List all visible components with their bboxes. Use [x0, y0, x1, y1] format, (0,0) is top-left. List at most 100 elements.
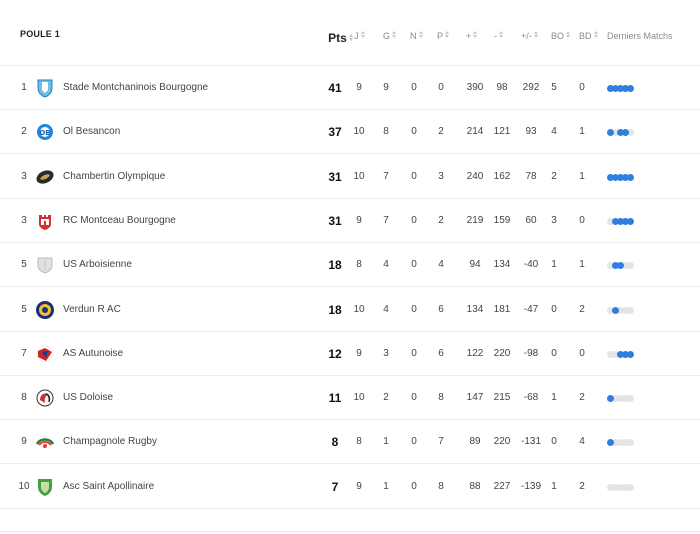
table-row[interactable]: 8 US Doloise 11 10 2 0 8 147 215 -68 1 2: [0, 376, 700, 421]
result-win-dot: [612, 173, 619, 181]
table-row[interactable]: 10 Asc Saint Apollinaire 7 9 1 0 8 88 227 -139 1 2: [0, 465, 700, 509]
played: 9: [356, 347, 362, 359]
points-diff: -139: [520, 480, 541, 492]
rank: 10: [18, 480, 30, 492]
table-row[interactable]: 7 AS Autunoise 12 9 3 0 6 122 220 -98 0 0: [0, 332, 700, 376]
points: 18: [328, 258, 342, 273]
result-other-dot: [607, 262, 614, 270]
points: 7: [331, 479, 339, 494]
team-name[interactable]: AS Autunoise: [63, 347, 124, 359]
team-name[interactable]: US Doloise: [63, 392, 114, 404]
result-other-dot: [612, 439, 619, 447]
table-row[interactable]: 1 Stade Montchaninois Bourgogne 41 9 9 0 0 390 9…: [0, 66, 700, 110]
header-bd[interactable]: BD: [579, 31, 599, 41]
points-against: 98: [496, 82, 508, 93]
sort-icon: [361, 31, 366, 38]
table-row[interactable]: 5 US Arboisienne 18 8 4 0 4 94 134 -40 1 1: [0, 243, 700, 288]
played: 8: [356, 436, 362, 448]
result-win-dot: [607, 439, 614, 447]
team-name[interactable]: Ol Besancon: [63, 126, 121, 138]
table-row[interactable]: 3 Chambertin Olympique 31 10 7 0 3 240 162 78 2 1: [0, 155, 700, 199]
header-pts[interactable]: Pts: [328, 31, 354, 45]
rank: 5: [21, 303, 27, 315]
points-for: 219: [466, 214, 484, 226]
team-name[interactable]: Verdun R AC: [63, 303, 121, 315]
rank: 1: [21, 82, 27, 93]
rank: 2: [21, 126, 27, 138]
points-diff: 60: [525, 214, 537, 226]
lost: 4: [438, 259, 444, 271]
team-name[interactable]: Chambertin Olympique: [63, 170, 166, 182]
result-win-dot: [607, 395, 614, 403]
played: 9: [356, 82, 362, 93]
header-p[interactable]: P: [437, 31, 450, 41]
team-name[interactable]: RC Montceau Bourgogne: [63, 214, 176, 226]
drawn: 0: [411, 259, 417, 271]
points-against: 159: [493, 214, 511, 226]
won: 4: [383, 303, 389, 315]
table-row[interactable]: 3 RC Montceau Bourgogne 31 9 7 0 2 219 159 60 3 0: [0, 199, 700, 243]
lost: 2: [438, 126, 444, 138]
lost: 3: [438, 170, 444, 182]
result-win-dot: [622, 85, 629, 92]
lost: 2: [438, 214, 444, 226]
points-against: 220: [493, 347, 511, 359]
lost: 0: [438, 82, 444, 93]
table-row[interactable]: 2 OB Ol Besancon 37 10 8 0 2 214 121 93 4 1: [0, 110, 700, 155]
result-win-dot: [622, 129, 629, 137]
team-name[interactable]: Stade Montchaninois Bourgogne: [63, 82, 209, 93]
header-bo[interactable]: BO: [551, 31, 571, 41]
points: 31: [328, 213, 342, 228]
table-row[interactable]: 5 Verdun R AC 18 10 4 0 6 134 181 -47 0 2: [0, 288, 700, 332]
points-for: 94: [469, 259, 481, 271]
result-win-dot: [617, 129, 624, 137]
result-win-dot: [627, 217, 634, 225]
last-matches: [607, 350, 635, 358]
result-other-dot: [617, 483, 624, 491]
won: 7: [383, 214, 389, 226]
team-logo-icon: [35, 432, 55, 452]
points-against: 121: [493, 126, 511, 138]
team-logo-icon: OB: [35, 122, 55, 142]
result-other-dot: [612, 350, 619, 358]
header-plus[interactable]: +: [466, 31, 478, 41]
drawn: 0: [411, 126, 417, 138]
result-win-dot: [607, 129, 614, 137]
played: 10: [353, 392, 365, 404]
drawn: 0: [411, 214, 417, 226]
won: 1: [383, 480, 389, 492]
offensive-bonus: 1: [551, 392, 557, 404]
header-minus[interactable]: -: [494, 31, 504, 41]
lost: 6: [438, 347, 444, 359]
points-for: 88: [469, 480, 481, 492]
result-other-dot: [627, 439, 634, 447]
team-name[interactable]: Asc Saint Apollinaire: [63, 480, 155, 492]
points-against: 134: [493, 259, 511, 271]
won: 1: [383, 436, 389, 448]
result-other-dot: [607, 350, 614, 358]
header-diff[interactable]: +/-: [521, 31, 539, 41]
sort-icon: [534, 31, 539, 38]
points-diff: -98: [523, 347, 539, 359]
header-j[interactable]: J: [354, 31, 366, 41]
drawn: 0: [411, 480, 417, 492]
played: 10: [353, 170, 365, 182]
defensive-bonus: 0: [579, 347, 585, 359]
result-other-dot: [627, 395, 634, 403]
points: 11: [328, 391, 342, 406]
table-row[interactable]: 9 Champagnole Rugby 8 8 1 0 7 89 220 -131 0 4: [0, 420, 700, 465]
team-name[interactable]: US Arboisienne: [63, 259, 132, 271]
points-diff: 78: [525, 170, 537, 182]
lost: 7: [438, 436, 444, 448]
drawn: 0: [411, 436, 417, 448]
rank: 8: [21, 392, 27, 404]
header-g[interactable]: G: [383, 31, 397, 41]
offensive-bonus: 0: [551, 436, 557, 448]
result-other-dot: [627, 483, 634, 491]
result-other-dot: [607, 217, 614, 225]
team-name[interactable]: Champagnole Rugby: [63, 436, 157, 448]
won: 9: [383, 82, 389, 93]
header-n[interactable]: N: [410, 31, 424, 41]
result-other-dot: [627, 262, 634, 270]
